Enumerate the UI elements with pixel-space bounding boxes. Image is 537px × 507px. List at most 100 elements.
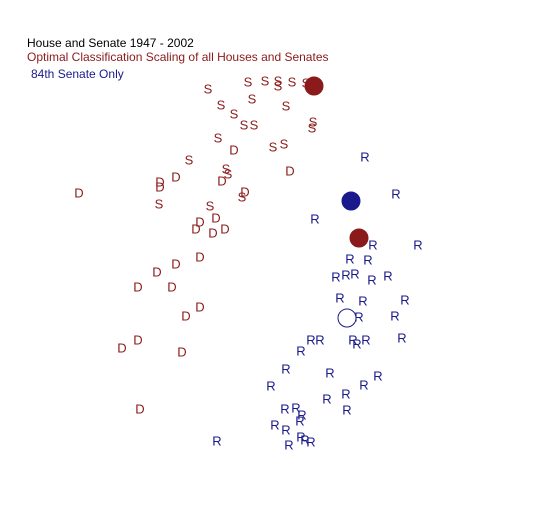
point-symbol: R: [363, 252, 372, 267]
point-symbol: R: [281, 422, 290, 437]
point-symbol: R: [325, 365, 334, 380]
point-symbol: R: [306, 332, 315, 347]
point-symbol: R: [397, 330, 406, 345]
point-symbol: R: [367, 272, 376, 287]
point-symbol: R: [350, 266, 359, 281]
point-symbol: S: [206, 198, 215, 213]
point-symbol: D: [229, 142, 238, 157]
point-symbol: R: [390, 308, 399, 323]
point-symbol: S: [274, 73, 283, 88]
point-circle: [304, 76, 324, 96]
point-symbol: S: [261, 73, 270, 88]
point-symbol: R: [306, 434, 315, 449]
point-symbol: D: [191, 221, 200, 236]
point-symbol: D: [181, 308, 190, 323]
point-symbol: S: [238, 189, 247, 204]
point-symbol: S: [185, 152, 194, 167]
point-symbol: D: [220, 221, 229, 236]
point-symbol: S: [217, 97, 226, 112]
point-symbol: R: [359, 377, 368, 392]
point-symbol: S: [222, 161, 231, 176]
point-symbol: D: [195, 214, 204, 229]
point-symbol: S: [269, 139, 278, 154]
point-symbol: R: [296, 429, 305, 444]
point-symbol: R: [212, 433, 221, 448]
point-symbol: D: [208, 225, 217, 240]
point-symbol: D: [133, 332, 142, 347]
point-symbol: R: [297, 407, 306, 422]
point-symbol: D: [240, 184, 249, 199]
point-symbol: R: [295, 413, 304, 428]
point-symbol: R: [413, 237, 422, 252]
point-symbol: R: [310, 211, 319, 226]
point-symbol: S: [309, 114, 318, 129]
point-symbol: D: [195, 299, 204, 314]
point-symbol: D: [195, 249, 204, 264]
chart-title: House and Senate 1947 - 2002: [27, 36, 194, 50]
point-symbol: R: [296, 343, 305, 358]
point-symbol: D: [155, 179, 164, 194]
point-symbol: D: [74, 185, 83, 200]
point-symbol: R: [361, 332, 370, 347]
point-symbol: R: [358, 293, 367, 308]
point-symbol: D: [217, 173, 226, 188]
point-symbol: R: [360, 149, 369, 164]
point-symbol: R: [335, 290, 344, 305]
point-circle: [337, 308, 357, 328]
point-symbol: S: [282, 98, 291, 113]
point-symbol: R: [331, 269, 340, 284]
point-symbol: S: [288, 74, 297, 89]
point-symbol: D: [152, 264, 161, 279]
point-symbol: S: [155, 196, 164, 211]
point-symbol: R: [341, 386, 350, 401]
point-symbol: S: [204, 81, 213, 96]
point-symbol: R: [342, 402, 351, 417]
point-symbol: R: [280, 401, 289, 416]
point-circle: [349, 228, 369, 248]
point-symbol: D: [117, 340, 126, 355]
annotation: 84th Senate Only: [31, 67, 124, 81]
point-symbol: D: [135, 401, 144, 416]
point-symbol: R: [281, 361, 290, 376]
point-symbol: R: [300, 432, 309, 447]
point-symbol: R: [383, 268, 392, 283]
point-symbol: R: [345, 251, 354, 266]
point-symbol: D: [211, 210, 220, 225]
point-symbol: R: [270, 417, 279, 432]
point-circle: [341, 191, 361, 211]
point-symbol: R: [352, 336, 361, 351]
point-symbol: D: [285, 163, 294, 178]
point-symbol: D: [167, 279, 176, 294]
point-symbol: R: [354, 309, 363, 324]
point-symbol: S: [230, 106, 239, 121]
point-symbol: R: [391, 186, 400, 201]
point-symbol: R: [341, 267, 350, 282]
point-symbol: R: [322, 391, 331, 406]
chart-subtitle: Optimal Classification Scaling of all Ho…: [27, 50, 329, 64]
point-symbol: R: [291, 400, 300, 415]
point-symbol: S: [308, 120, 317, 135]
point-symbol: S: [240, 117, 249, 132]
point-symbol: R: [284, 437, 293, 452]
point-symbol: D: [155, 174, 164, 189]
point-symbol: D: [177, 344, 186, 359]
point-symbol: S: [280, 136, 289, 151]
point-symbol: S: [214, 130, 223, 145]
point-symbol: S: [248, 91, 257, 106]
point-symbol: R: [348, 332, 357, 347]
point-symbol: D: [133, 279, 142, 294]
point-symbol: S: [274, 78, 283, 93]
point-symbol: R: [315, 332, 324, 347]
point-symbol: R: [368, 237, 377, 252]
point-symbol: D: [171, 169, 180, 184]
point-symbol: S: [224, 166, 233, 181]
point-symbol: S: [250, 117, 259, 132]
point-symbol: R: [266, 378, 275, 393]
point-symbol: R: [373, 368, 382, 383]
point-symbol: R: [400, 292, 409, 307]
point-symbol: S: [244, 74, 253, 89]
point-symbol: D: [171, 256, 180, 271]
